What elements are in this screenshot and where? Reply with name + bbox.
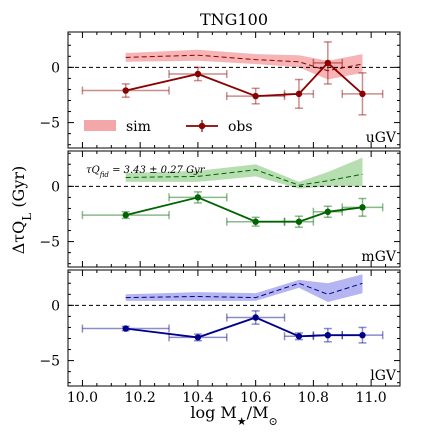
obs-point — [359, 204, 366, 211]
panel-label-mGV: mGV — [361, 249, 396, 265]
obs-point — [295, 333, 303, 340]
panels: 0 −5 uGV sim obs 0 −5 mGV τQfid = 3.43 ± 0.27 Gy… — [39, 31, 401, 387]
x-tick-label: 11.0 — [356, 390, 387, 406]
obs-point — [359, 90, 366, 98]
legend-obs-label: obs — [228, 119, 253, 135]
obs-point — [122, 87, 129, 94]
x-tick-label: 10.6 — [240, 390, 271, 406]
panel-label-uGV: uGV — [366, 130, 397, 146]
plot-area — [68, 41, 400, 116]
x-tick-label: 10.2 — [125, 390, 156, 406]
obs-point — [295, 218, 303, 225]
sim-median-line — [125, 169, 363, 186]
obs-point — [122, 325, 129, 332]
legend: sim obs — [84, 119, 253, 135]
obs-point — [252, 92, 259, 100]
legend-obs-point — [198, 122, 206, 130]
y-tick-label: −5 — [39, 235, 60, 251]
panel-frame — [67, 31, 401, 149]
panel-uGV: 0 −5 uGV sim obs — [39, 31, 401, 149]
obs-line — [125, 196, 363, 223]
x-tick-labels: 10.0 10.2 10.4 10.6 10.8 11.0 — [67, 390, 387, 406]
obs-line — [125, 61, 364, 98]
panel-frame — [67, 269, 401, 387]
sim-band — [125, 274, 363, 302]
sim-median-line — [125, 282, 363, 299]
obs-point — [194, 194, 202, 201]
y-axis-label: ΔτQL (Gyr) — [9, 166, 34, 255]
y-tick-label: −5 — [39, 354, 60, 370]
obs-point — [252, 218, 259, 225]
panel-frame — [67, 150, 401, 268]
legend-sim-swatch — [84, 120, 116, 131]
sim-median-line — [125, 54, 363, 72]
obs-point — [324, 59, 332, 67]
plot-area — [68, 274, 400, 344]
obs-point — [359, 331, 366, 339]
panel-annotation: τQfid = 3.43 ± 0.27 Gyr — [86, 165, 206, 179]
y-tick-label: 0 — [51, 298, 60, 314]
plot-area — [68, 157, 400, 228]
obs-point — [122, 211, 129, 219]
obs-point — [252, 314, 259, 321]
y-tick-label: 0 — [51, 60, 60, 76]
obs-point — [194, 334, 202, 341]
x-tick-label: 10.8 — [298, 390, 329, 406]
obs-point — [324, 331, 332, 339]
y-tick-label: 0 — [51, 179, 60, 195]
panel-lGV: 0 −5 lGV — [39, 269, 401, 387]
obs-point — [295, 90, 303, 98]
x-tick-label: 10.0 — [67, 390, 98, 406]
x-tick-label: 10.4 — [182, 390, 213, 406]
sim-band — [125, 157, 363, 189]
panel-mGV: 0 −5 mGV τQfid = 3.43 ± 0.27 Gyr — [39, 150, 401, 268]
obs-point — [194, 70, 202, 78]
x-axis-label: log M★/M⊙ — [190, 403, 277, 428]
obs-line — [125, 316, 363, 339]
y-ticks — [68, 152, 400, 265]
y-ticks — [68, 271, 400, 384]
obs-point — [324, 208, 332, 215]
sim-band — [125, 49, 363, 80]
legend-sim-label: sim — [126, 119, 151, 135]
panel-label-lGV: lGV — [370, 368, 397, 384]
y-tick-label: −5 — [39, 116, 60, 132]
chart-title: TNG100 — [200, 10, 268, 29]
